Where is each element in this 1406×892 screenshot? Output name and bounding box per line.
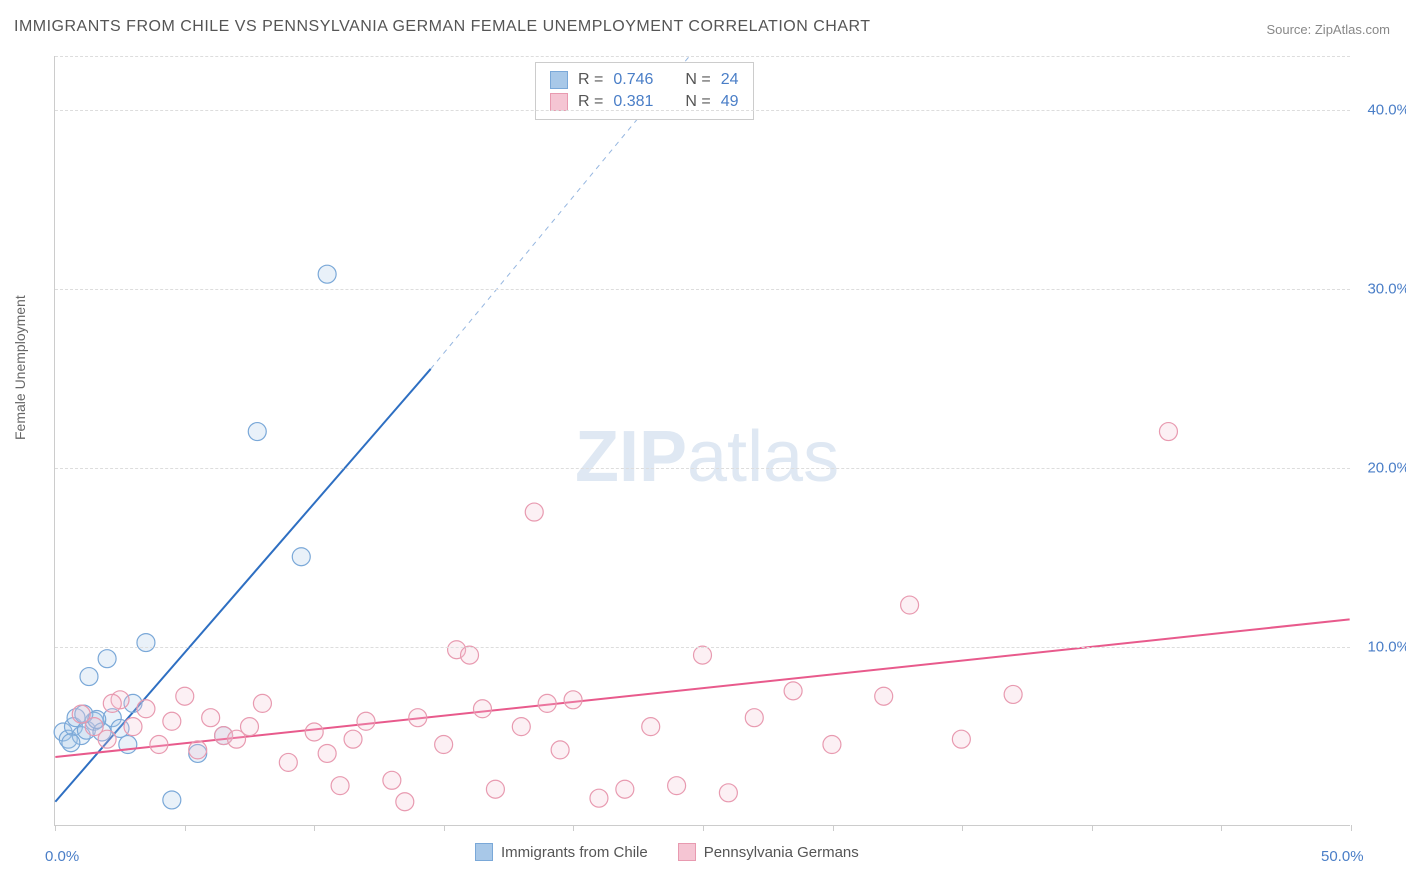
data-point <box>564 691 582 709</box>
data-point <box>305 723 323 741</box>
data-point <box>163 712 181 730</box>
data-point <box>248 423 266 441</box>
data-point <box>409 709 427 727</box>
data-point <box>357 712 375 730</box>
data-point <box>279 753 297 771</box>
x-tick <box>703 825 704 831</box>
stats-swatch <box>550 93 568 111</box>
data-point <box>318 265 336 283</box>
x-tick <box>1221 825 1222 831</box>
y-tick-label: 20.0% <box>1367 459 1406 476</box>
data-point <box>344 730 362 748</box>
data-point <box>202 709 220 727</box>
stats-n-value: 49 <box>721 93 739 111</box>
data-point <box>875 687 893 705</box>
data-point <box>435 736 453 754</box>
gridline <box>55 468 1350 469</box>
data-point <box>525 503 543 521</box>
gridline <box>55 647 1350 648</box>
data-point <box>1004 685 1022 703</box>
data-point <box>538 694 556 712</box>
data-point <box>1159 423 1177 441</box>
data-point <box>694 646 712 664</box>
data-point <box>383 771 401 789</box>
x-tick <box>55 825 56 831</box>
stats-row: R = 0.746 N = 24 <box>550 69 739 91</box>
y-tick-label: 10.0% <box>1367 638 1406 655</box>
gridline <box>55 56 1350 57</box>
stats-n-value: 24 <box>721 71 739 89</box>
stats-n-label: N = <box>685 71 710 89</box>
legend-label: Pennsylvania Germans <box>704 844 859 861</box>
legend-bottom: Immigrants from Chile Pennsylvania German… <box>475 843 859 861</box>
data-point <box>124 718 142 736</box>
data-point <box>486 780 504 798</box>
y-tick-label: 30.0% <box>1367 280 1406 297</box>
data-point <box>512 718 530 736</box>
data-point <box>241 718 259 736</box>
source-attribution: Source: ZipAtlas.com <box>1266 22 1390 37</box>
stats-legend-box: R = 0.746 N = 24 R = 0.381 N = 49 <box>535 62 754 120</box>
data-point <box>253 694 271 712</box>
data-point <box>72 705 90 723</box>
scatter-svg <box>55 56 1350 825</box>
stats-r-label: R = <box>578 93 603 111</box>
data-point <box>137 700 155 718</box>
data-point <box>176 687 194 705</box>
data-point <box>461 646 479 664</box>
data-point <box>719 784 737 802</box>
data-point <box>616 780 634 798</box>
data-point <box>189 741 207 759</box>
data-point <box>137 634 155 652</box>
data-point <box>952 730 970 748</box>
regression-line <box>55 619 1349 757</box>
legend-swatch <box>678 843 696 861</box>
x-tick <box>1351 825 1352 831</box>
legend-item: Pennsylvania Germans <box>678 843 859 861</box>
x-tick <box>833 825 834 831</box>
gridline <box>55 289 1350 290</box>
legend-label: Immigrants from Chile <box>501 844 648 861</box>
data-point <box>150 736 168 754</box>
gridline <box>55 110 1350 111</box>
data-point <box>590 789 608 807</box>
data-point <box>784 682 802 700</box>
data-point <box>473 700 491 718</box>
stats-n-label: N = <box>685 93 710 111</box>
x-tick <box>444 825 445 831</box>
data-point <box>668 777 686 795</box>
data-point <box>745 709 763 727</box>
x-tick <box>185 825 186 831</box>
data-point <box>318 744 336 762</box>
x-tick-label: 50.0% <box>1321 848 1364 865</box>
data-point <box>396 793 414 811</box>
data-point <box>823 736 841 754</box>
data-point <box>331 777 349 795</box>
stats-r-value: 0.381 <box>613 93 653 111</box>
legend-item: Immigrants from Chile <box>475 843 648 861</box>
stats-r-label: R = <box>578 71 603 89</box>
data-point <box>98 730 116 748</box>
data-point <box>62 734 80 752</box>
data-point <box>901 596 919 614</box>
x-tick <box>573 825 574 831</box>
stats-r-value: 0.746 <box>613 71 653 89</box>
x-tick <box>314 825 315 831</box>
data-point <box>80 668 98 686</box>
data-point <box>103 694 121 712</box>
stats-swatch <box>550 71 568 89</box>
data-point <box>98 650 116 668</box>
x-tick-label: 0.0% <box>45 848 79 865</box>
x-tick <box>1092 825 1093 831</box>
data-point <box>163 791 181 809</box>
x-tick <box>962 825 963 831</box>
data-point <box>551 741 569 759</box>
data-point <box>292 548 310 566</box>
y-tick-label: 40.0% <box>1367 101 1406 118</box>
data-point <box>642 718 660 736</box>
legend-swatch <box>475 843 493 861</box>
chart-plot-area: ZIPatlas R =0.746N =24R =0.381N =49 Immi… <box>54 56 1350 826</box>
y-axis-label: Female Unemployment <box>12 295 28 440</box>
chart-title: IMMIGRANTS FROM CHILE VS PENNSYLVANIA GE… <box>14 18 871 36</box>
